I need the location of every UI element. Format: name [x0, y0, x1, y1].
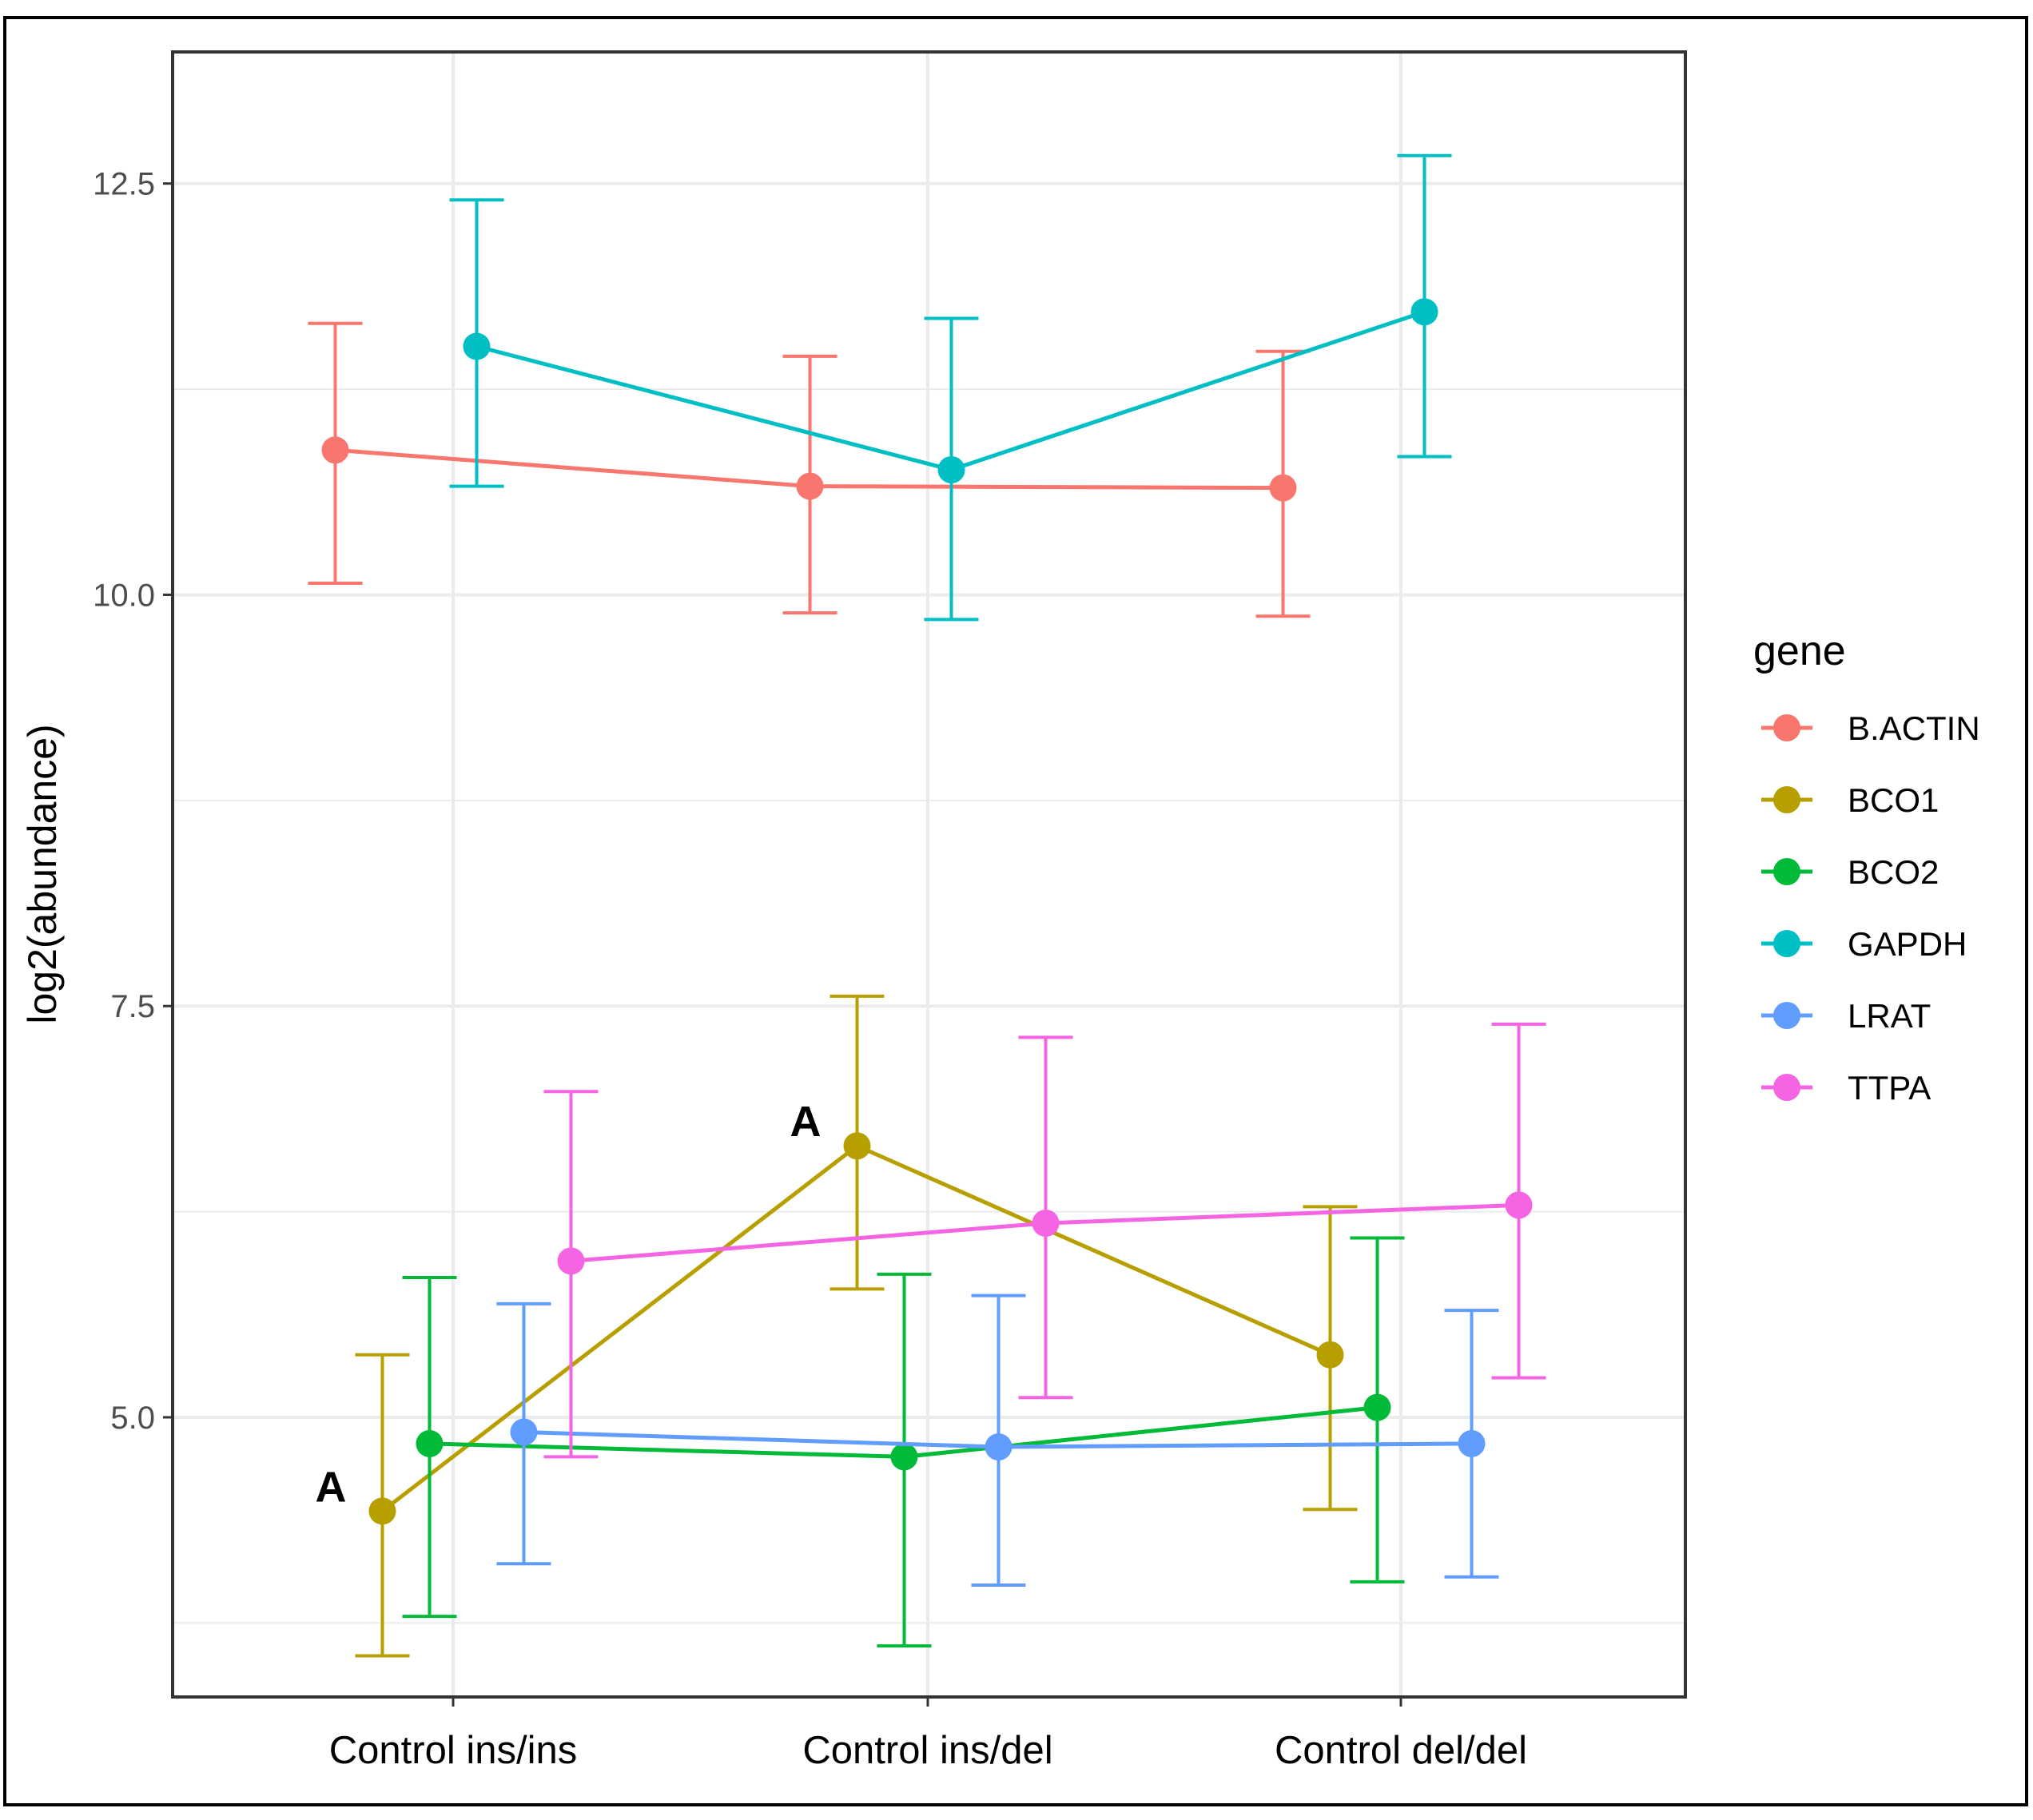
legend-key-point	[1773, 714, 1800, 741]
series-bco1	[355, 994, 1358, 1658]
y-tick-label: 10.0	[93, 578, 155, 613]
plot-panel-border	[171, 50, 1687, 1699]
legend-label: BCO1	[1848, 781, 1939, 819]
data-point	[1316, 1341, 1344, 1369]
data-point	[796, 472, 824, 500]
legend-title: gene	[1753, 628, 1846, 674]
data-point	[321, 436, 349, 464]
legend-key-point	[1773, 1002, 1800, 1029]
legend-label: B.ACTIN	[1848, 709, 1980, 747]
data-point	[890, 1443, 918, 1471]
data-point	[510, 1418, 538, 1446]
legend-item-ttpa: TTPA	[1761, 1069, 1931, 1107]
data-point	[985, 1433, 1013, 1461]
data-point	[1363, 1393, 1391, 1421]
legend-item-lrat: LRAT	[1761, 997, 1931, 1035]
data-point	[1458, 1429, 1486, 1457]
series-layer	[308, 153, 1546, 1658]
legend-item-gapdh: GAPDH	[1761, 925, 1967, 963]
legend-label: TTPA	[1848, 1069, 1931, 1107]
series-ttpa	[543, 1022, 1546, 1459]
outer-frame	[3, 16, 2028, 1806]
series-bco2	[402, 1236, 1405, 1648]
y-axis: 5.0 7.5 10.0 12.5	[93, 167, 173, 1436]
x-tick-label: Control ins/ins	[329, 1729, 577, 1772]
data-point	[368, 1497, 396, 1525]
x-tick-label: Control ins/del	[802, 1729, 1052, 1772]
legend-item-bco2: BCO2	[1761, 853, 1939, 891]
series-gapdh	[449, 153, 1452, 622]
data-point	[1505, 1191, 1533, 1219]
data-point	[416, 1429, 444, 1457]
legend-key-point	[1773, 1074, 1800, 1101]
data-point	[843, 1132, 871, 1160]
legend-item-b-actin: B.ACTIN	[1761, 709, 1980, 747]
y-tick-label: 5.0	[110, 1401, 155, 1436]
data-point	[1410, 298, 1438, 326]
significance-label: A	[790, 1098, 822, 1146]
y-tick-label: 7.5	[110, 989, 155, 1024]
x-tick-label: Control del/del	[1275, 1729, 1527, 1772]
legend-label: GAPDH	[1848, 925, 1967, 963]
legend-label: BCO2	[1848, 853, 1939, 891]
y-tick-label: 12.5	[93, 167, 155, 202]
data-point	[557, 1247, 585, 1275]
x-axis: Control ins/ins Control ins/del Control de…	[329, 1697, 1527, 1772]
legend-key-point	[1773, 858, 1800, 885]
data-point	[463, 332, 491, 360]
data-point	[1032, 1210, 1060, 1238]
series-lrat	[496, 1293, 1499, 1587]
legend-key-point	[1773, 786, 1800, 813]
data-point	[1269, 474, 1297, 502]
legend: gene B.ACTIN BCO1 BCO2 GAPDH LRAT TTPA	[1753, 628, 1980, 1107]
y-axis-title: log2(abundance)	[20, 724, 65, 1023]
annotation-layer: AA	[316, 1098, 822, 1511]
legend-item-bco1: BCO1	[1761, 781, 1939, 819]
legend-key-point	[1773, 930, 1800, 957]
data-point	[937, 455, 965, 483]
grid-major	[173, 52, 1685, 1697]
legend-label: LRAT	[1848, 997, 1931, 1035]
significance-label: A	[316, 1463, 347, 1511]
